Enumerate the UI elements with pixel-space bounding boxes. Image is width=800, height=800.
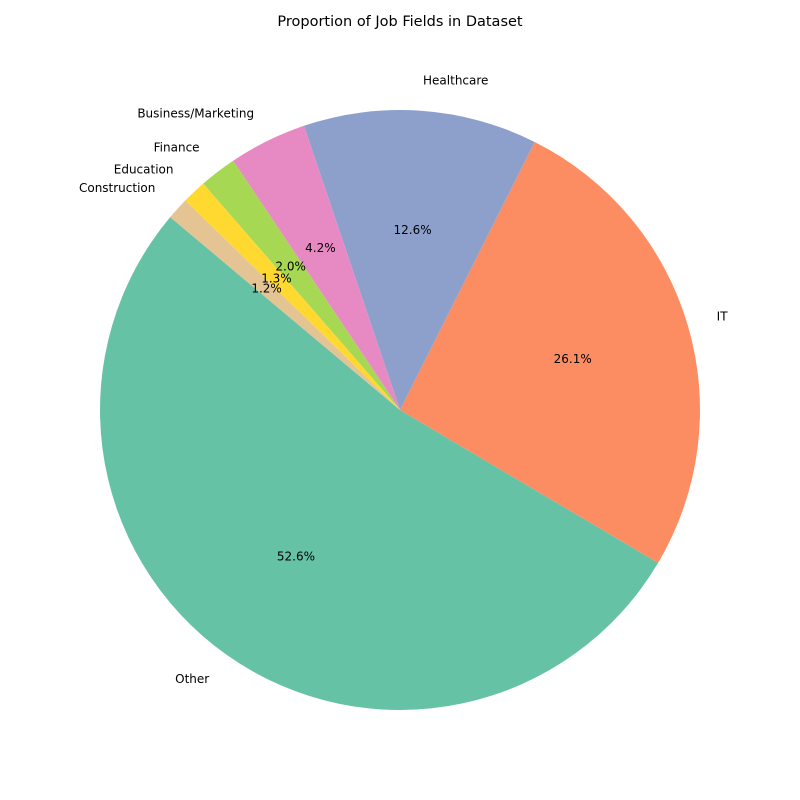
pct-label-finance: 2.0% <box>275 260 306 274</box>
pie-slices <box>99 109 700 711</box>
pct-label-construction: 1.2% <box>251 282 282 296</box>
pie-slice-it <box>400 141 700 563</box>
category-label-finance: Finance <box>154 140 200 154</box>
category-label-it: IT <box>717 310 729 324</box>
pie-slice-other <box>99 217 659 711</box>
pie-slice-construction <box>170 200 400 410</box>
category-label-healthcare: Healthcare <box>423 73 488 87</box>
chart-title: Proportion of Job Fields in Dataset <box>277 14 523 30</box>
category-label-business-marketing: Business/Marketing <box>137 107 254 121</box>
pie-slice-healthcare <box>303 109 535 411</box>
pie-slice-finance <box>203 160 400 410</box>
pct-label-education: 1.3% <box>261 272 292 286</box>
pct-label-other: 52.6% <box>277 549 315 563</box>
category-label-construction: Construction <box>79 181 155 195</box>
category-label-other: Other <box>175 672 209 686</box>
pct-label-business-marketing: 4.2% <box>305 241 336 255</box>
pct-label-healthcare: 12.6% <box>393 223 431 237</box>
category-label-education: Education <box>114 162 174 176</box>
pie-slice-business-marketing <box>233 125 400 411</box>
pct-label-it: 26.1% <box>554 352 592 366</box>
pie-slice-education <box>185 183 400 410</box>
pie-labels: 52.6% Other 26.1% IT 12.6% Healthcare 4.2% Busi… <box>79 73 728 685</box>
